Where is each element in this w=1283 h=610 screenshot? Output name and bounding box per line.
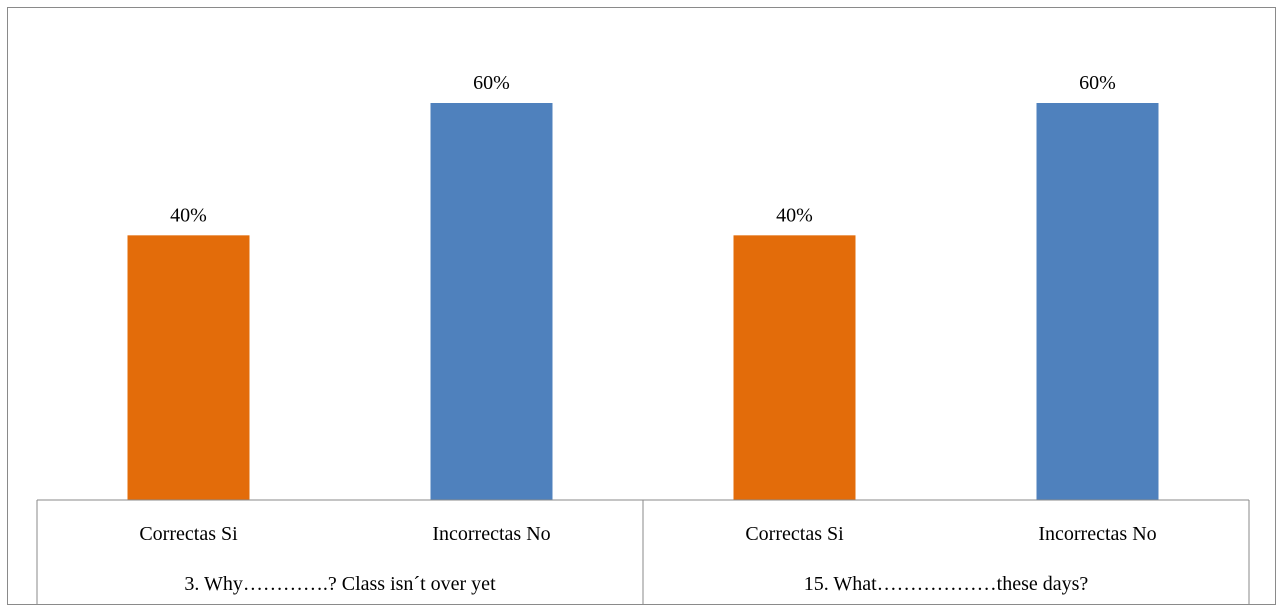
bar-1-2	[430, 103, 553, 500]
data-label: 60%	[473, 72, 510, 94]
category-tick-label: Incorrectas No	[1038, 523, 1156, 545]
bar-1-1	[127, 235, 250, 501]
bar-2-2	[1036, 103, 1159, 500]
group-tick-label: 15. What………………these days?	[804, 573, 1089, 595]
group-tick-label: 3. Why………….? Class isn´t over yet	[184, 573, 496, 595]
category-tick-label: Correctas Si	[745, 523, 844, 545]
data-label: 40%	[776, 204, 813, 226]
category-tick-label: Incorrectas No	[432, 523, 550, 545]
data-label: 40%	[170, 204, 207, 226]
data-label: 60%	[1079, 72, 1116, 94]
bar-2-1	[733, 235, 856, 501]
category-tick-label: Correctas Si	[139, 523, 238, 545]
